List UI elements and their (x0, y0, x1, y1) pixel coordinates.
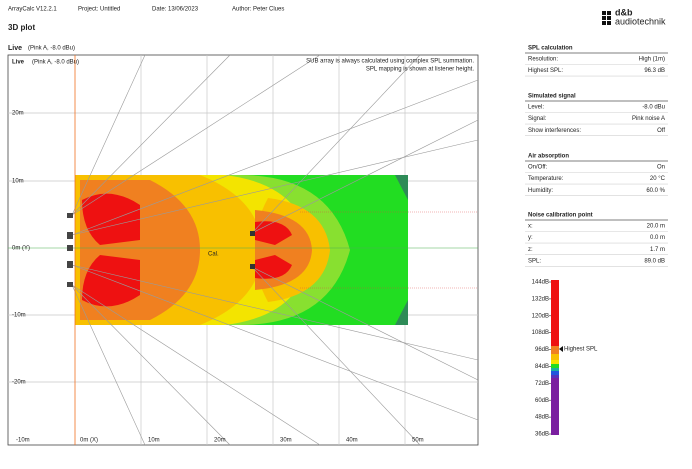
spl-map (75, 175, 408, 325)
panel-title: Noise calibration point (528, 213, 593, 219)
panel-value: 20.0 m (647, 224, 665, 230)
app-version: ArrayCalc V12.2.1 (8, 7, 57, 13)
note: SPL mapping is shown at listener height. (366, 67, 475, 73)
panel-value: 1.7 m (650, 247, 665, 253)
logo-bottom: audiotechnik (615, 16, 666, 26)
y-label: -10m (12, 313, 26, 319)
date: Date: 13/06/2023 (152, 7, 199, 13)
author: Author: Peter Clues (232, 7, 284, 13)
panel-key: Level: (528, 105, 544, 111)
page-title: 3D plot (8, 23, 35, 32)
panel-key: Resolution: (528, 57, 558, 63)
panel-value: On (657, 165, 665, 171)
panel-key: Humidity: (528, 188, 553, 194)
plot-title: Live (8, 45, 22, 52)
panel-key: Signal: (528, 116, 547, 122)
y-label: -20m (12, 380, 26, 386)
x-label: 40m (346, 438, 358, 444)
panel-key: Highest SPL: (528, 68, 563, 74)
y-label: 0m (Y) (12, 246, 30, 252)
coverage-rays (8, 54, 479, 446)
panel-key: z: (528, 247, 533, 253)
panel-value: 0.0 m (650, 235, 665, 241)
scale-marker: Highest SPL (564, 347, 598, 353)
x-label: 10m (148, 438, 160, 444)
note: SUB array is always calculated using com… (306, 59, 474, 65)
panel-key: y: (528, 235, 533, 241)
logo-top: d&b (615, 7, 633, 17)
panel-title: Simulated signal (528, 94, 576, 100)
x-label: 0m (X) (80, 438, 98, 444)
panel-value: 89.0 dB (644, 258, 665, 264)
panel-value: High (1m) (639, 57, 665, 63)
x-label: -10m (16, 438, 30, 444)
x-label: 50m (412, 438, 424, 444)
panel-key: Show interferences: (528, 128, 581, 134)
scale-label: 84dB (535, 364, 549, 370)
panel-value: 96.3 dB (644, 68, 665, 74)
panel-value: 60.0 % (646, 188, 665, 194)
panel-title: SPL calculation (528, 46, 573, 52)
logo: d&b audiotechnik (602, 7, 666, 26)
scale-labels: 144dB 132dB 120dB 108dB 96dB 84dB 72dB 60dB 48dB… (532, 280, 551, 438)
scale-label: 132dB (532, 296, 549, 302)
cal-label: Cal. (208, 252, 219, 258)
panel-title: Air absorption (528, 154, 569, 160)
scale-label: 36dB (535, 432, 549, 438)
scale-label: 48dB (535, 415, 549, 421)
panel-value: Pink noise A (632, 116, 665, 122)
inner-subtitle: (Pink A, -8.0 dBu) (32, 60, 79, 66)
scale-label: 144dB (532, 280, 549, 286)
x-label: 30m (280, 438, 292, 444)
scale-label: 72dB (535, 381, 549, 387)
panel-key: SPL: (528, 258, 541, 264)
x-label: 20m (214, 438, 226, 444)
info-panels: SPL calculation Resolution: High (1m) Highe… (525, 46, 668, 267)
scale-label: 60dB (535, 398, 549, 404)
plot-subtitle: (Pink A, -8.0 dBu) (28, 46, 75, 52)
scale-label: 96dB (535, 347, 549, 353)
scale-label: 120dB (532, 313, 549, 319)
panel-value: -8.0 dBu (642, 105, 665, 111)
color-scale: Highest SPL (551, 280, 598, 435)
y-label: 10m (12, 179, 24, 185)
inner-title: Live (12, 60, 25, 66)
project: Project: Untitled (78, 7, 120, 13)
panel-value: 20 °C (650, 176, 666, 182)
panel-value: Off (657, 128, 665, 134)
panel-key: Temperature: (528, 176, 564, 182)
panel-key: On/Off: (528, 165, 548, 171)
panel-key: x: (528, 224, 533, 230)
y-label: 20m (12, 111, 24, 117)
scale-label: 108dB (532, 330, 549, 336)
speakers (67, 213, 255, 287)
